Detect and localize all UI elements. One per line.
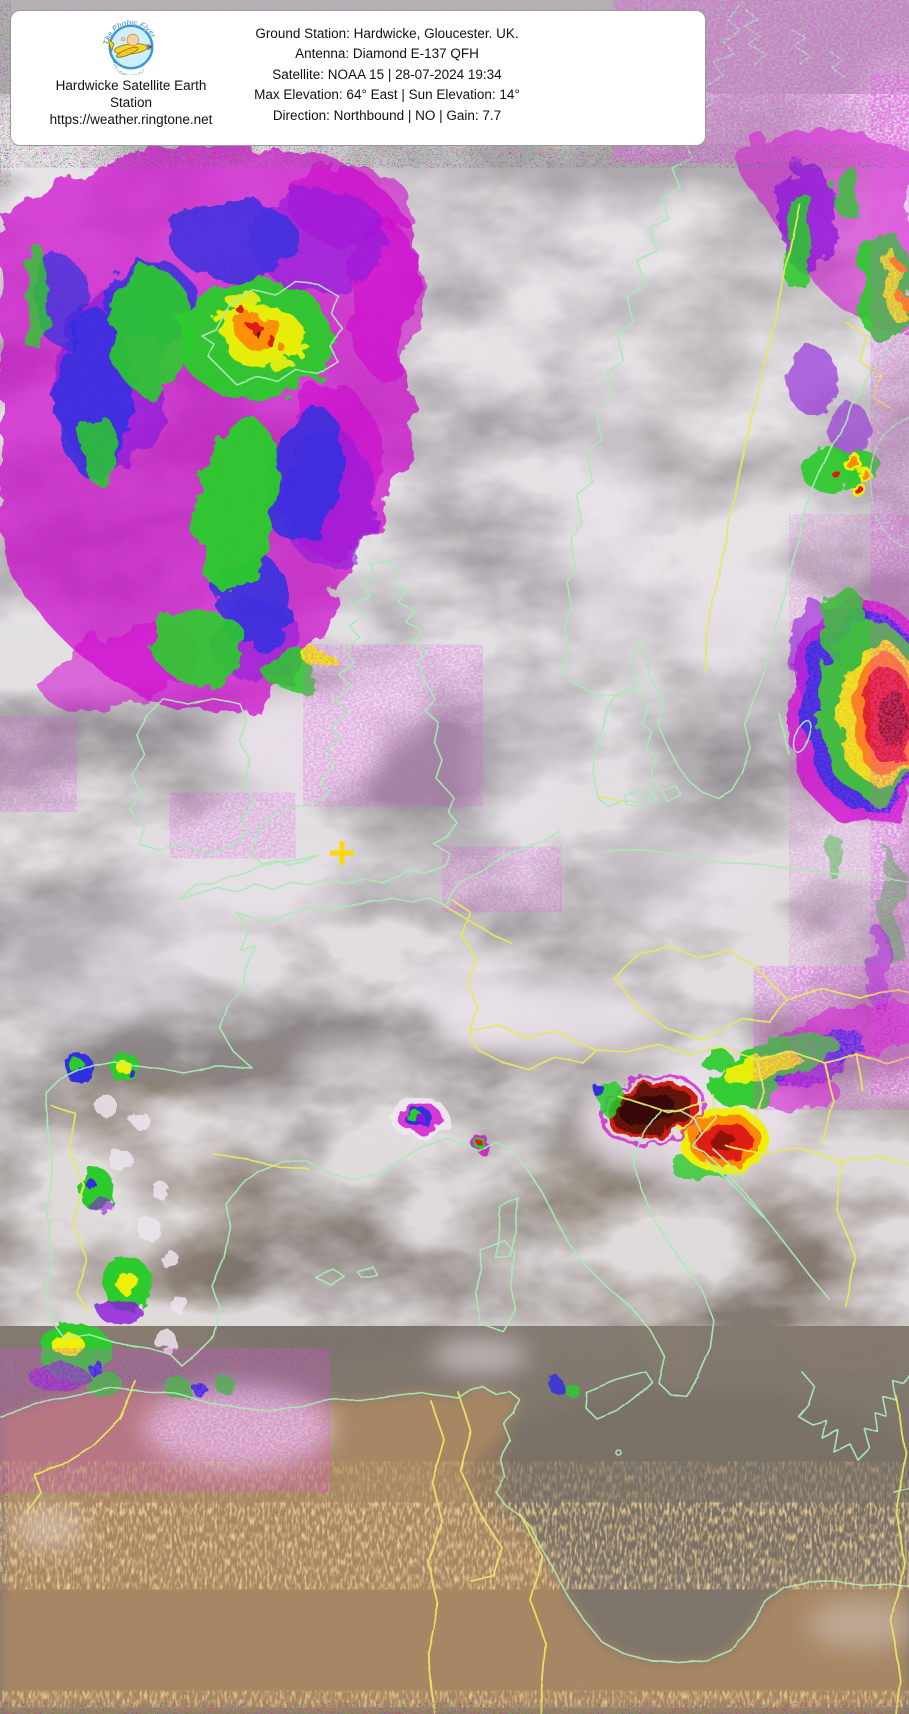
info-direction: Direction: Northbound | NO | Gain: 7.7	[272, 107, 502, 123]
header-infobox: The Phobic Flyer WHO LEARNT TO FLY Hardw…	[10, 10, 706, 146]
info-antenna: Antenna: Diamond E-137 QFH	[295, 46, 479, 62]
station-name: Hardwicke Satellite Earth Station	[55, 78, 207, 110]
logo-airplane-icon	[107, 33, 152, 58]
station-identity: The Phobic Flyer WHO LEARNT TO FLY Hardw…	[11, 19, 251, 128]
info-ground-station: Ground Station: Hardwicke, Gloucester. U…	[255, 26, 519, 41]
info-satellite: Satellite: NOAA 15 | 28-07-2024 19:34	[272, 66, 502, 82]
info-elevation: Max Elevation: 64° East | Sun Elevation:…	[254, 87, 520, 103]
station-logo-icon: The Phobic Flyer WHO LEARNT TO FLY	[101, 19, 159, 75]
station-url: https://weather.ringtone.net	[49, 112, 213, 127]
capture-info: Ground Station: Hardwicke, Gloucester. U…	[161, 24, 613, 126]
